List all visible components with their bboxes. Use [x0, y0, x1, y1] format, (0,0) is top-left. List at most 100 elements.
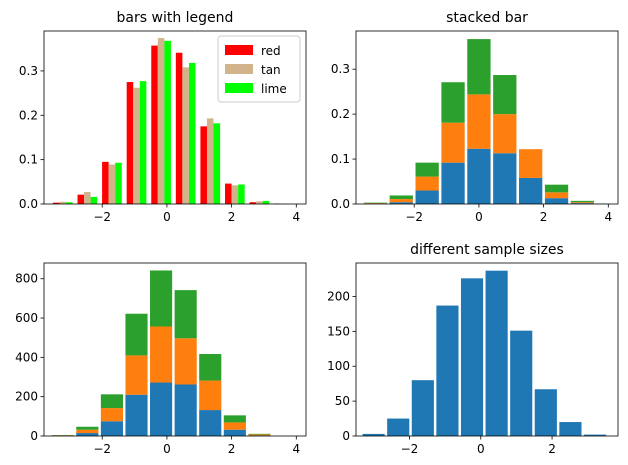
bar-lime	[90, 196, 98, 204]
x-tick-label: −2	[93, 442, 111, 456]
bar-series-1	[387, 418, 410, 436]
y-tick-label: 200	[327, 289, 350, 303]
bar-series-3	[199, 354, 222, 381]
bar-red	[52, 202, 60, 204]
bar-series-1	[436, 305, 459, 436]
y-tick-label: 0	[342, 429, 350, 443]
bar-series-3	[174, 290, 197, 339]
y-tick-label: 0.0	[331, 197, 350, 211]
bar-lime	[164, 40, 171, 205]
bar-series-2	[223, 422, 246, 430]
x-tick-label: 0	[163, 210, 171, 224]
bar-red	[77, 194, 85, 204]
x-tick-label: 0	[477, 442, 485, 456]
bar-red	[151, 45, 158, 205]
axes-frame	[355, 262, 619, 437]
bars-group	[362, 270, 607, 436]
y-tick-label: 0.1	[19, 153, 38, 167]
bar-red	[102, 161, 109, 204]
bar-series-2	[389, 199, 413, 203]
bar-series-2	[519, 149, 543, 178]
x-tick-label: 0	[475, 210, 483, 224]
y-tick-label: 0.0	[19, 197, 38, 211]
bar-series-2	[493, 114, 517, 154]
bar-series-3	[223, 415, 246, 423]
subplot-bars-with-legend: bars with legend −2 0 2 4 0.0 0.1 0.2 0.3 red ta…	[19, 10, 307, 224]
bar-series-1	[125, 394, 148, 436]
bar-series-1	[467, 148, 491, 204]
bar-series-2	[570, 202, 595, 204]
axes-frame	[43, 30, 307, 205]
bar-lime	[188, 62, 196, 204]
axes-frame	[355, 30, 619, 205]
y-tick-label: 0.2	[19, 108, 38, 122]
y-tick-label: 150	[327, 324, 350, 338]
bar-series-3	[441, 82, 465, 123]
axis-ticks: −2 0 2 4 0.0 0.1 0.2 0.3	[331, 62, 612, 224]
y-tick-label: 0.1	[331, 152, 350, 166]
bar-series-1	[362, 433, 385, 436]
bar-series-1	[411, 380, 434, 436]
legend-swatch-red	[225, 45, 253, 55]
y-tick-label: 400	[15, 350, 38, 364]
bar-series-1	[100, 421, 123, 436]
bar-series-3	[570, 200, 595, 203]
bar-tan	[206, 118, 214, 204]
x-tick-label: −2	[93, 210, 111, 224]
bar-red	[249, 202, 257, 204]
subplot-stacked-counts: −2 0 2 4 0 200 400 600 800	[15, 262, 307, 456]
bar-tan	[59, 201, 67, 204]
bar-series-1	[174, 384, 197, 436]
bar-series-2	[100, 408, 123, 422]
bar-series-1	[150, 382, 173, 436]
bar-series-1	[534, 389, 557, 436]
legend: red tan lime	[217, 35, 301, 103]
bar-series-1	[76, 433, 99, 436]
x-tick-label: 4	[292, 442, 300, 456]
bar-series-2	[415, 176, 439, 191]
axis-ticks: −2 0 2 0 50 100 150 200	[327, 289, 556, 456]
y-tick-label: 0.3	[331, 62, 350, 76]
y-tick-label: 200	[15, 390, 38, 404]
bar-tan	[108, 164, 116, 204]
bar-series-2	[174, 338, 197, 385]
bar-series-3	[76, 426, 99, 430]
legend-swatch-tan	[225, 64, 253, 74]
subplot-stacked-bar: stacked bar −2 0 2 4 0.0 0.1 0.2 0.3	[331, 10, 619, 224]
bar-series-2	[150, 326, 173, 383]
bar-series-1	[519, 177, 543, 204]
bar-tan	[84, 192, 91, 204]
y-tick-label: 600	[15, 311, 38, 325]
bar-tan	[182, 67, 189, 204]
x-tick-label: 4	[292, 210, 300, 224]
x-tick-label: 0	[163, 442, 171, 456]
bar-series-2	[544, 192, 569, 199]
bar-series-1	[223, 429, 246, 436]
subplot-title: bars with legend	[117, 10, 234, 26]
bar-lime	[139, 81, 147, 204]
bar-series-3	[100, 394, 123, 409]
bar-series-3	[150, 270, 173, 327]
axis-ticks: −2 0 2 4 0 200 400 600 800	[15, 272, 300, 456]
bar-series-3	[415, 162, 439, 177]
bar-lime	[262, 200, 270, 204]
bar-series-1	[199, 410, 222, 436]
bar-series-2	[467, 94, 491, 149]
bar-series-3	[125, 313, 148, 356]
bar-tan	[133, 87, 140, 204]
y-tick-label: 100	[327, 359, 350, 373]
x-tick-label: 4	[604, 210, 612, 224]
subplot-title: stacked bar	[446, 10, 528, 26]
subplot-title: different sample sizes	[410, 242, 564, 258]
bar-series-2	[441, 122, 465, 163]
bar-series-2	[76, 429, 99, 434]
legend-swatch-lime	[225, 83, 253, 93]
bar-series-1	[559, 422, 582, 436]
bar-series-3	[467, 39, 491, 95]
legend-label-tan: tan	[261, 63, 281, 77]
x-tick-label: 2	[548, 442, 556, 456]
bar-lime	[66, 202, 73, 204]
bar-red	[126, 82, 134, 204]
